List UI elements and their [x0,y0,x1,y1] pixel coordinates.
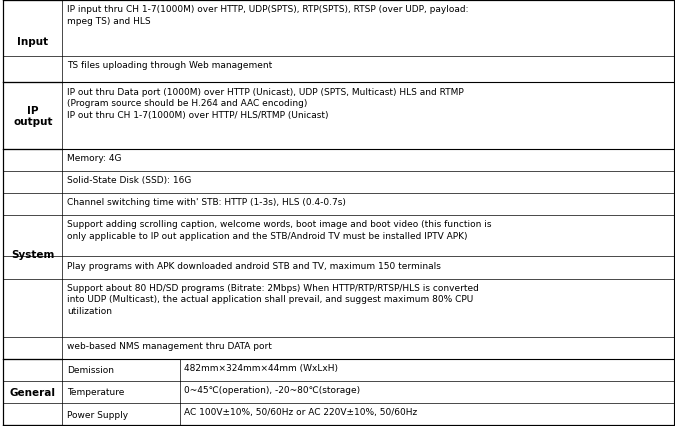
Text: Solid-State Disk (SSD): 16G: Solid-State Disk (SSD): 16G [67,176,192,184]
Text: 482mm×324mm×44mm (WxLxH): 482mm×324mm×44mm (WxLxH) [184,363,338,372]
Bar [3,359,62,425]
Text: Demission: Demission [67,366,114,374]
Text: Power Supply: Power Supply [67,410,128,419]
Text: IP out thru Data port (1000M) over HTTP (Unicast), UDP (SPTS, Multicast) HLS and: IP out thru Data port (1000M) over HTTP … [67,87,464,119]
Text: General: General [10,387,56,397]
Text: IP
output: IP output [13,106,53,127]
Bar [3,1,62,83]
Text: Temperature: Temperature [67,388,124,397]
Text: Input: Input [18,37,49,47]
Text: Channel switching time with' STB: HTTP (1-3s), HLS (0.4-0.7s): Channel switching time with' STB: HTTP (… [67,198,346,207]
Text: TS files uploading through Web management: TS files uploading through Web managemen… [67,61,272,70]
Bar [3,83,62,149]
Text: Support about 80 HD/SD programs (Bitrate: 2Mbps) When HTTP/RTP/RTSP/HLS is conve: Support about 80 HD/SD programs (Bitrate… [67,283,479,315]
Text: IP input thru CH 1-7(1000M) over HTTP, UDP(SPTS), RTP(SPTS), RTSP (over UDP, pay: IP input thru CH 1-7(1000M) over HTTP, U… [67,5,468,26]
Text: Play programs with APK downloaded android STB and TV, maximum 150 terminals: Play programs with APK downloaded androi… [67,261,441,270]
Text: AC 100V±10%, 50/60Hz or AC 220V±10%, 50/60Hz: AC 100V±10%, 50/60Hz or AC 220V±10%, 50/… [184,407,418,416]
Text: 0~45℃(operation), -20~80℃(storage): 0~45℃(operation), -20~80℃(storage) [184,385,360,394]
Bar [3,149,62,359]
Text: System: System [11,249,55,259]
Text: web-based NMS management thru DATA port: web-based NMS management thru DATA port [67,341,272,350]
Text: Memory: 4G: Memory: 4G [67,153,122,162]
Text: Support adding scrolling caption, welcome words, boot image and boot video (this: Support adding scrolling caption, welcom… [67,220,491,240]
